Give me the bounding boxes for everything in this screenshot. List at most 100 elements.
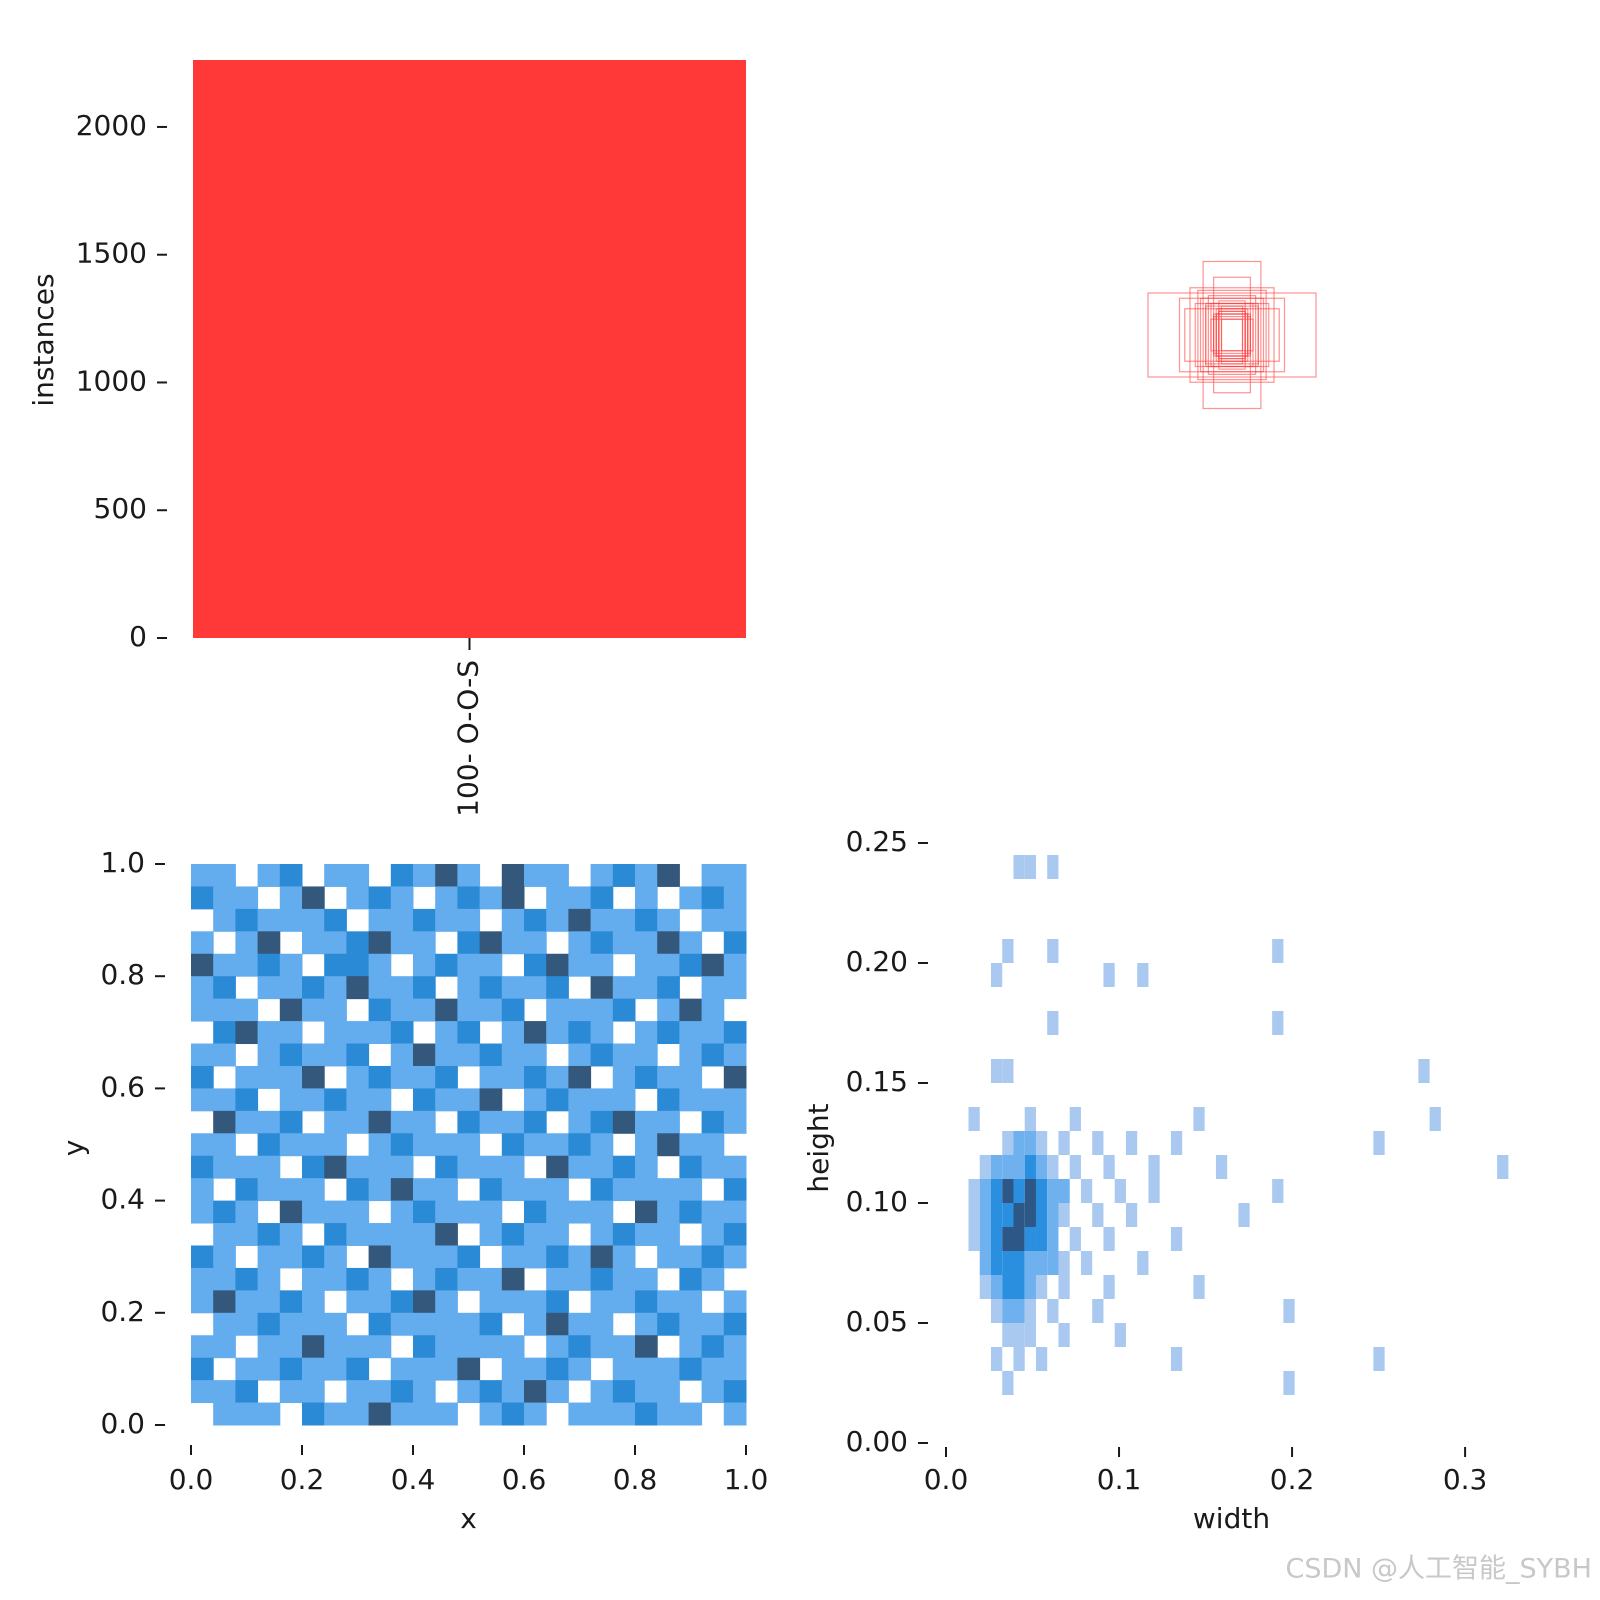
heatmap-cell [679,1245,703,1269]
heatmap-cell [279,1110,303,1134]
heatmap-cell [979,1179,991,1203]
y-tick-label: 0.2 [100,1295,145,1328]
heatmap-cell [324,931,347,955]
heatmap-cell [1272,939,1284,963]
heatmap-cell [546,1111,569,1134]
heatmap-cell [346,1223,370,1246]
heatmap-cell [546,1088,569,1112]
heatmap-cell [257,1245,281,1269]
heatmap-cell [590,1133,614,1157]
heatmap-cell [524,1110,547,1134]
heatmap-cell [501,1043,525,1067]
heatmap-cell [257,908,281,932]
heatmap-cell [679,953,703,977]
heatmap-cell [1170,1131,1183,1155]
heatmap-cell [302,954,325,977]
heatmap-cell [635,1065,658,1089]
heatmap-cell [612,1043,636,1067]
heatmap-cell [501,1178,525,1202]
y-tick-label: 0.6 [100,1070,145,1103]
heatmap-cell [568,864,591,887]
heatmap-cell [213,1155,236,1179]
heatmap-cell [590,1402,614,1426]
heatmap-cell [613,954,636,977]
heatmap-cell [590,886,614,910]
heatmap-cell [1035,1179,1048,1203]
heatmap-cell [990,1275,1003,1299]
heatmap-cell [612,1380,636,1404]
heatmap-cell [324,998,347,1022]
heatmap-cell [346,886,370,910]
heatmap-cell [1418,1059,1430,1083]
heatmap-cell [501,1065,525,1089]
heatmap-cell [524,1245,547,1269]
heatmap-cell [702,1290,725,1313]
heatmap-cell [1103,1227,1115,1251]
x-tick-label: 0.8 [613,1463,658,1496]
heatmap-cell [613,1133,636,1156]
heatmap-cell [1125,1203,1138,1227]
heatmap-cell [391,954,414,977]
heatmap-cell [590,1267,614,1291]
heatmap-cell [346,1267,370,1291]
heatmap-cell [368,1245,392,1269]
heatmap-cell [701,976,725,1000]
heatmap-cell [257,1133,281,1157]
heatmap-cell [479,1223,503,1246]
x-tick-label: 0.1 [1097,1463,1142,1496]
heatmap-cell [723,1155,747,1179]
heatmap-cell [1035,1275,1048,1299]
heatmap-cell [524,864,547,887]
heatmap-cell [390,931,414,955]
heatmap-cell [235,1402,259,1426]
heatmap-cell [679,1290,703,1314]
heatmap-cell [457,1312,481,1336]
box [1205,302,1259,368]
heatmap-cell [679,1402,703,1426]
heatmap-cell [723,1178,747,1202]
heatmap-cell [1002,1371,1014,1395]
heatmap-cell [501,1021,525,1045]
heatmap-cell [235,953,259,977]
heatmap-cell [457,998,481,1022]
heatmap-cell [302,1380,325,1404]
heatmap-cell [612,1088,636,1112]
heatmap-cell [1092,1299,1104,1323]
heatmap-cell [590,1223,614,1246]
heatmap-cell [723,1200,747,1224]
heatmap-cell [657,1133,680,1157]
heatmap-cell [524,976,547,1000]
heatmap-cell [568,908,592,932]
heatmap-cell [302,1133,325,1157]
heatmap-cell [191,909,214,932]
heatmap-cell [1092,1131,1104,1155]
y-tick-label: 0.20 [846,945,908,978]
heatmap-cell [679,1357,703,1381]
heatmap-cell [657,1178,680,1202]
heatmap-cell [546,953,569,977]
heatmap-cell [346,1065,370,1089]
heatmap-cell [502,1313,525,1336]
heatmap-cell [1137,1251,1149,1275]
heatmap-cell [635,1290,658,1314]
heatmap-cell [635,953,658,977]
heatmap-cell [613,1313,636,1336]
heatmap-cell [457,1403,480,1426]
heatmap-cell [501,976,525,1000]
heatmap-cell [1002,1179,1014,1203]
heatmap-cell [413,1380,436,1404]
heatmap-cell [568,1155,592,1179]
heatmap-cell [368,1290,392,1314]
heatmap-cell [258,1201,281,1224]
heatmap-cell [1035,1347,1048,1371]
heatmap-cell [191,931,214,955]
heatmap-cell [590,1312,614,1336]
heatmap-cell [457,1357,481,1381]
heatmap-cell [435,908,458,932]
heatmap-cell [257,931,281,955]
heatmap-cell [679,864,702,887]
heatmap-cell [191,1200,214,1224]
heatmap-cell [723,1223,747,1246]
heatmap-cell [524,1357,547,1381]
heatmap-cell [1002,1323,1014,1347]
